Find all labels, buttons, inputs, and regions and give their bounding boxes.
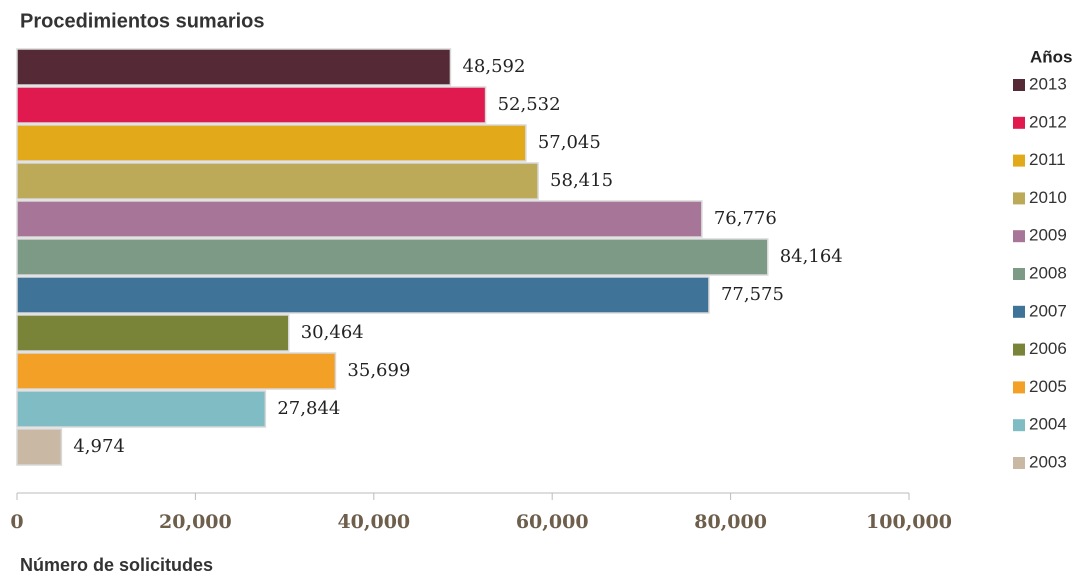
bar [16, 276, 710, 314]
value-label: 52,532 [498, 94, 561, 115]
legend-swatch [1013, 116, 1025, 129]
value-label: 27,844 [277, 398, 340, 419]
value-label: 77,575 [721, 284, 784, 305]
bar [16, 352, 337, 390]
legend-label: 2008 [1029, 263, 1067, 282]
legend-swatch [1013, 79, 1025, 91]
value-label: 76,776 [714, 208, 777, 229]
bar [16, 238, 769, 276]
bar [16, 314, 290, 352]
value-label: 30,464 [301, 322, 364, 343]
x-tick-label: 60,000 [516, 511, 589, 533]
legend-swatch [1013, 305, 1025, 318]
bar [16, 390, 267, 428]
x-tick-label: 80,000 [694, 511, 767, 533]
legend-label: 2003 [1029, 452, 1067, 471]
value-label: 58,415 [550, 170, 613, 191]
legend-label: 2004 [1029, 415, 1067, 434]
legend-swatch [1013, 192, 1025, 205]
legend-label: 2010 [1029, 188, 1067, 207]
x-tick-label: 0 [10, 511, 23, 533]
legend-label: 2012 [1029, 112, 1067, 131]
legend-label: 2013 [1029, 74, 1067, 93]
chart-title: Procedimientos sumarios [20, 10, 265, 32]
value-label: 48,592 [462, 56, 525, 77]
legend-title: Años [1030, 47, 1073, 66]
bar [16, 200, 703, 238]
value-label: 84,164 [780, 246, 843, 267]
legend-swatch [1013, 268, 1025, 280]
legend-label: 2009 [1029, 226, 1067, 245]
legend-label: 2005 [1029, 377, 1067, 396]
value-label: 35,699 [347, 360, 410, 381]
x-tick-label: 40,000 [337, 511, 410, 533]
legend-swatch [1013, 154, 1025, 167]
bar [16, 124, 527, 162]
value-label: 4,974 [73, 436, 125, 457]
legend-swatch [1013, 230, 1025, 243]
legend-swatch [1013, 457, 1025, 469]
x-axis-label: Número de solicitudes [20, 555, 213, 575]
legend-swatch [1013, 419, 1025, 432]
value-label: 57,045 [538, 132, 601, 153]
bar [16, 86, 487, 124]
bar [16, 48, 452, 86]
x-tick-label: 100,000 [866, 511, 952, 533]
bar [16, 162, 539, 200]
legend-label: 2006 [1029, 339, 1067, 358]
legend-swatch [1013, 343, 1025, 356]
legend-label: 2011 [1029, 150, 1066, 169]
x-tick-label: 20,000 [159, 511, 232, 533]
bar [16, 428, 63, 466]
legend-swatch [1013, 381, 1025, 394]
legend-label: 2007 [1029, 301, 1067, 320]
